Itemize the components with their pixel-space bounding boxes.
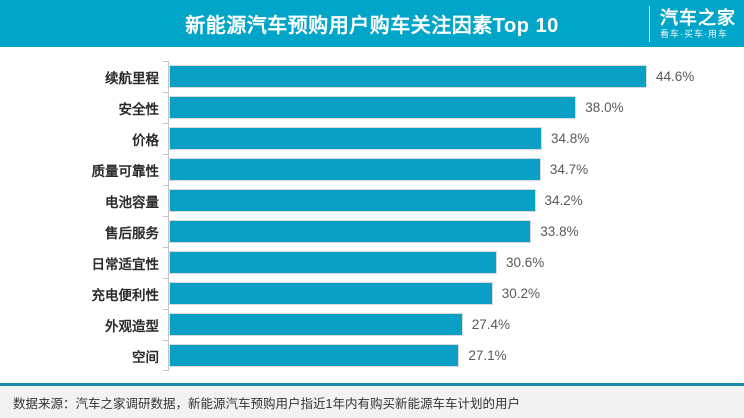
bar <box>169 65 647 88</box>
bar-row: 续航里程 44.6% <box>0 61 744 92</box>
bar-chart: 续航里程 44.6% 安全性 38.0% 价格 34.8% 质量可靠性 34.7% 电池容量 34… <box>0 47 744 383</box>
value-label: 34.7% <box>549 162 589 177</box>
bar-area: 34.8% <box>163 123 744 154</box>
category-label: 质量可靠性 <box>91 163 160 179</box>
value-label: 33.8% <box>540 224 579 239</box>
bar-area: 27.1% <box>163 340 744 371</box>
bar-area: 33.8% <box>163 216 744 247</box>
bar-area: 30.6% <box>163 247 744 278</box>
bar-row: 电池容量 34.2% <box>0 185 744 216</box>
bar <box>169 158 541 181</box>
bar <box>169 313 463 336</box>
category-label: 充电便利性 <box>91 287 160 303</box>
value-label: 30.6% <box>506 255 545 270</box>
bar-area: 38.0% <box>163 92 744 123</box>
value-label: 38.0% <box>585 100 624 115</box>
category-label: 价格 <box>132 132 159 148</box>
category-label: 续航里程 <box>105 70 159 86</box>
bar-row: 充电便利性 30.2% <box>0 278 744 309</box>
bar <box>169 127 542 150</box>
bar-area: 44.6% <box>163 61 744 92</box>
bar-row: 安全性 38.0% <box>0 92 744 123</box>
bar <box>169 189 536 212</box>
bar-row: 外观造型 27.4% <box>0 309 744 340</box>
bar-area: 34.7% <box>163 154 744 185</box>
bar <box>169 282 493 305</box>
bar <box>169 251 497 274</box>
category-label: 安全性 <box>118 101 160 117</box>
bar-rows: 续航里程 44.6% 安全性 38.0% 价格 34.8% 质量可靠性 34.7% 电池容量 34… <box>0 61 744 371</box>
bar-row: 空间 27.1% <box>0 340 744 371</box>
bar-area: 30.2% <box>163 278 744 309</box>
value-label: 34.8% <box>551 131 590 146</box>
bar-row: 质量可靠性 34.7% <box>0 154 744 185</box>
value-label: 30.2% <box>501 286 540 301</box>
value-label: 44.6% <box>656 69 695 84</box>
category-label: 日常适宜性 <box>91 256 160 272</box>
footer-bar: 数据来源：汽车之家调研数据，新能源汽车预购用户指近1年内有购买新能源车车计划的用… <box>0 383 744 418</box>
category-label: 空间 <box>132 349 159 365</box>
logo-tagline: 看车·买车·用车 <box>660 29 728 39</box>
category-label: 外观造型 <box>105 318 159 334</box>
value-label: 34.2% <box>544 193 583 208</box>
category-label: 售后服务 <box>105 225 159 241</box>
bar-row: 价格 34.8% <box>0 123 744 154</box>
value-label: 27.1% <box>468 348 507 363</box>
category-label: 电池容量 <box>105 194 159 210</box>
bar <box>169 220 532 243</box>
autohome-logo: 汽车之家 看车·买车·用车 <box>649 6 736 42</box>
bar <box>169 96 577 119</box>
logo-name: 汽车之家 <box>660 8 736 28</box>
data-source-note: 数据来源：汽车之家调研数据，新能源汽车预购用户指近1年内有购买新能源车车计划的用… <box>13 396 520 411</box>
header-bar: 新能源汽车预购用户购车关注因素Top 10 汽车之家 看车·买车·用车 <box>0 0 744 47</box>
bar <box>169 344 460 367</box>
bar-area: 27.4% <box>163 309 744 340</box>
value-label: 27.4% <box>471 317 510 332</box>
page-title: 新能源汽车预购用户购车关注因素Top 10 <box>185 15 559 37</box>
bar-row: 日常适宜性 30.6% <box>0 247 744 278</box>
bar-row: 售后服务 33.8% <box>0 216 744 247</box>
bar-area: 34.2% <box>163 185 744 216</box>
